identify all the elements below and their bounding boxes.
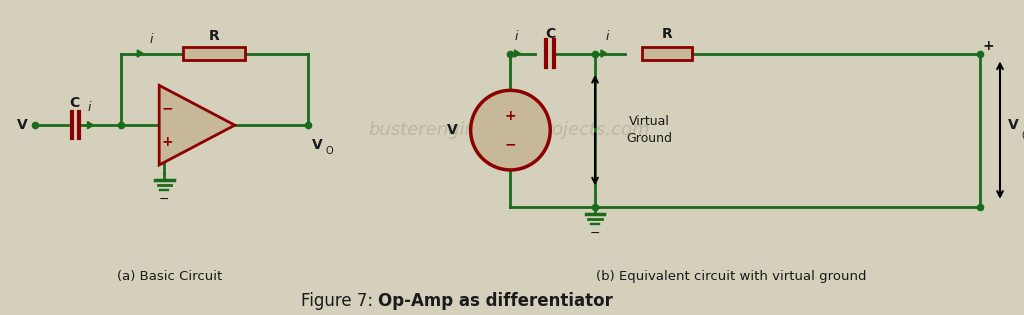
Text: Virtual
Ground: Virtual Ground [627,115,673,145]
Text: V: V [447,123,458,137]
Text: +: + [162,135,173,149]
Text: V: V [16,118,28,132]
Text: +: + [505,109,516,123]
Text: −: − [505,137,516,151]
Text: V: V [1008,118,1019,132]
Text: C: C [70,96,80,110]
Text: −: − [162,101,173,115]
Text: (b) Equivalent circuit with virtual ground: (b) Equivalent circuit with virtual grou… [596,270,866,283]
Text: Figure 7:: Figure 7: [301,292,378,310]
Bar [183,47,245,60]
Text: R: R [662,27,672,41]
Text: −: − [159,193,169,206]
Text: i: i [605,30,608,43]
Polygon shape [514,50,520,57]
Text: 0: 0 [1021,131,1024,141]
Text: busterengineeringprojects.com: busterengineeringprojects.com [369,121,650,139]
Text: −: − [590,227,600,240]
Text: R: R [209,29,219,43]
Polygon shape [601,50,607,57]
Polygon shape [159,85,234,165]
Bar [642,47,691,60]
Polygon shape [88,122,93,129]
Text: O: O [326,146,333,156]
Text: i: i [150,33,153,46]
Text: V: V [312,138,324,152]
Text: +: + [982,38,994,53]
Text: i: i [515,30,518,43]
Text: Op-Amp as differentiator: Op-Amp as differentiator [378,292,613,310]
Circle shape [471,90,550,170]
Text: (a) Basic Circuit: (a) Basic Circuit [117,270,222,283]
Text: C: C [545,27,555,41]
Polygon shape [137,50,143,57]
Text: i: i [88,101,91,114]
